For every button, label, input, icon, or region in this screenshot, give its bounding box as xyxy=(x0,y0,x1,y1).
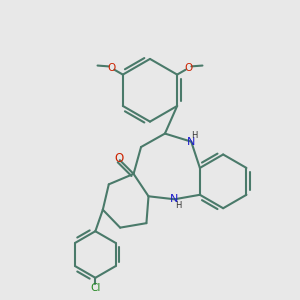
Text: Cl: Cl xyxy=(90,283,100,293)
Text: O: O xyxy=(114,152,123,165)
Text: H: H xyxy=(175,201,181,210)
Text: N: N xyxy=(187,136,195,147)
Text: H: H xyxy=(192,130,198,140)
Text: O: O xyxy=(107,63,116,73)
Text: N: N xyxy=(170,194,179,204)
Text: O: O xyxy=(184,63,193,73)
